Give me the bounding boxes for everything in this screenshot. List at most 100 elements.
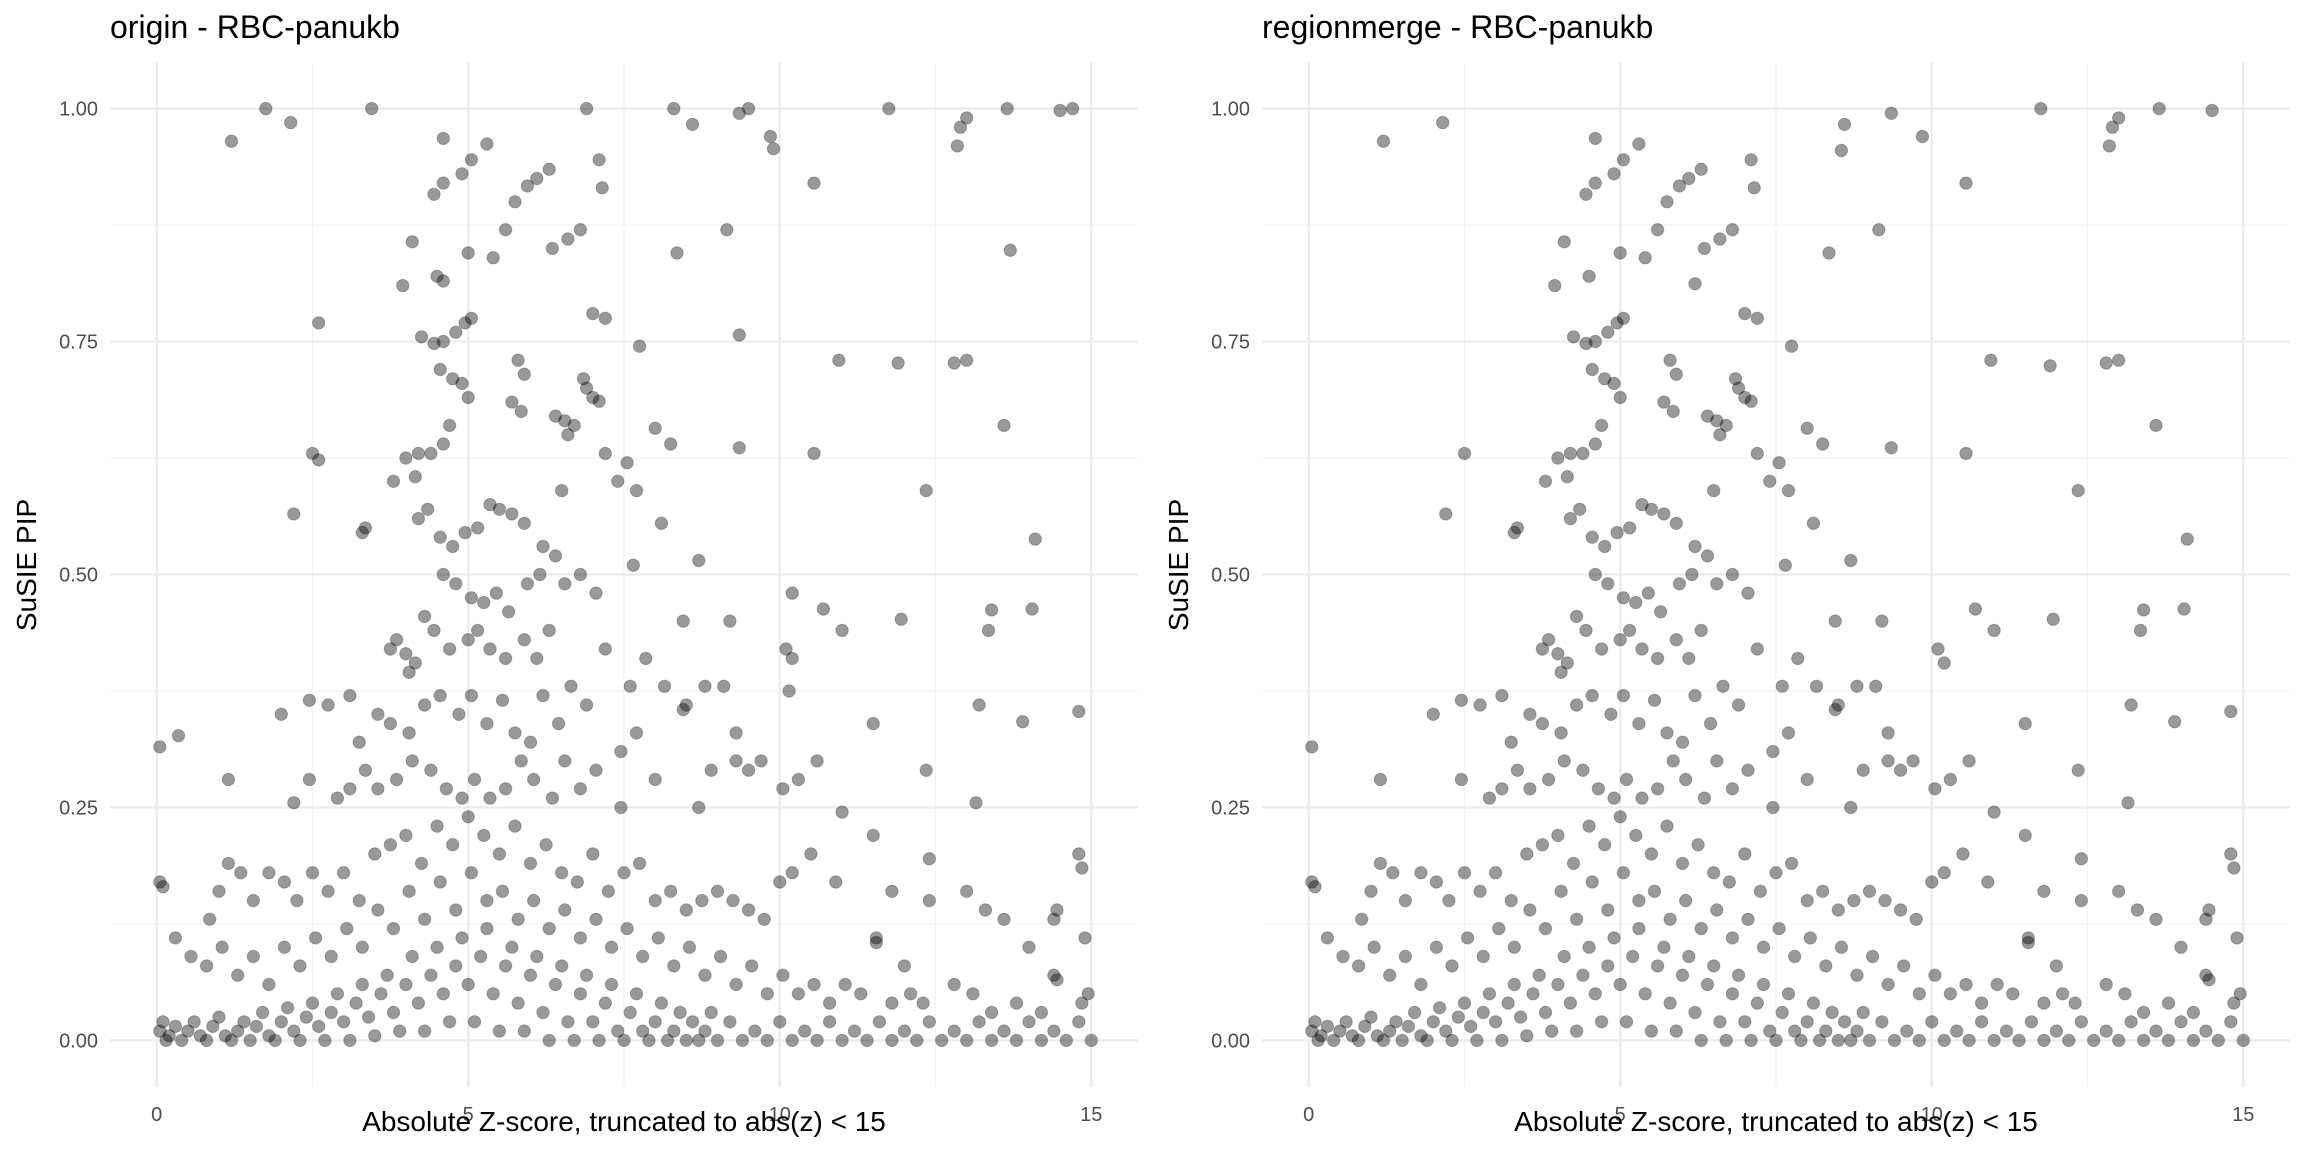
scatter-point [442,642,457,656]
scatter-point [2112,111,2126,125]
scatter-point [1816,884,1830,898]
scatter-point [433,875,447,889]
scatter-point [1551,828,1565,843]
y-tick-label: 1.00 [59,99,98,121]
scatter-point [477,828,491,843]
scatter-point [1025,602,1039,616]
scatter-point [1694,1033,1708,1048]
scatter-point [1850,968,1864,982]
scatter-point [1535,716,1550,731]
scatter-point [1598,539,1612,554]
panel-title-regionmerge: regionmerge - RBC-panukb [1262,9,1653,45]
scatter-point [1554,726,1568,740]
scatter-point [268,1033,282,1048]
scatter-point [2018,716,2032,731]
scatter-point [330,791,345,805]
scatter-point [517,367,531,381]
scatter-point [2224,1015,2238,1029]
scatter-point [1034,1005,1049,1020]
scatter-point [664,437,678,451]
scatter-point [561,232,575,246]
scatter-point [1305,875,1319,889]
scatter-point [2024,1015,2039,1029]
scatter-point [2087,1033,2101,1048]
scatter-point [866,828,880,843]
scatter-point [623,679,637,693]
scatter-point [1563,996,1578,1010]
scatter-point [807,446,821,461]
scatter-point [1569,1024,1584,1038]
scatter-point [592,153,606,167]
scatter-point [1657,940,1671,954]
scatter-point [885,1033,899,1048]
scatter-point [822,1015,837,1029]
scatter-point [1710,414,1724,428]
scatter-point [321,698,335,712]
scatter-point [1872,223,1886,237]
scatter-point [206,1019,220,1034]
scatter-point [502,605,516,619]
scatter-point [1619,772,1634,787]
scatter-point [869,935,883,950]
scatter-point [517,1024,531,1038]
scatter-point [234,866,248,880]
scatter-point [2099,356,2113,370]
scatter-point [1053,103,1067,118]
scatter-point [720,223,734,237]
scatter-point [555,959,569,973]
scatter-point [1495,1033,1509,1048]
scatter-point [2006,987,2020,1001]
scatter-point [1373,772,1388,787]
scatter-point [237,1015,251,1029]
scatter-point [1504,893,1518,908]
scatter-point [698,679,712,693]
scatter-point [1937,656,1951,670]
scatter-point [611,1024,625,1038]
scatter-point [1999,1024,2014,1038]
scatter-point [807,176,821,190]
scatter-point [1389,1015,1403,1029]
scatter-point [1806,516,1821,530]
scatter-point [1831,903,1846,917]
scatter-point [246,893,261,908]
scatter-point [984,1033,999,1048]
scatter-point [386,1005,401,1020]
scatter-point [1803,931,1818,945]
scatter-point [654,996,669,1010]
scatter-point [1563,446,1578,461]
scatter-point [1582,269,1596,283]
scatter-point [489,586,503,600]
scatter-point [1473,884,1487,898]
scatter-point [822,996,837,1010]
scatter-point [754,754,768,768]
scatter-point [399,647,413,661]
scatter-point [960,353,974,367]
scatter-point [2233,987,2247,1001]
scatter-point [1744,394,1758,408]
scatter-point [1750,996,1765,1010]
scatter-point [741,763,756,777]
scatter-point [598,311,612,325]
scatter-point [336,866,351,880]
scatter-point [527,893,541,908]
scatter-point [287,1024,301,1038]
scatter-point [508,819,522,833]
scatter-point [365,101,379,116]
scatter-point [2037,1033,2051,1048]
scatter-point [1819,1024,1833,1038]
scatter-point [1364,884,1378,898]
scatter-point [352,735,366,749]
scatter-point [1812,1033,1827,1048]
scatter-point [810,1033,824,1048]
scatter-point [598,642,612,656]
scatter-point [1626,949,1640,964]
y-tick-label: 0.25 [1211,797,1250,819]
scatter-point [424,446,438,461]
scatter-point [847,1024,862,1038]
scatter-point [1426,707,1441,721]
x-axis-title-regionmerge: Absolute Z-score, truncated to abs(z) < … [1514,1106,2038,1137]
scatter-point [1604,707,1618,721]
scatter-point [371,903,385,917]
scatter-point [371,707,385,721]
scatter-point [483,497,497,512]
